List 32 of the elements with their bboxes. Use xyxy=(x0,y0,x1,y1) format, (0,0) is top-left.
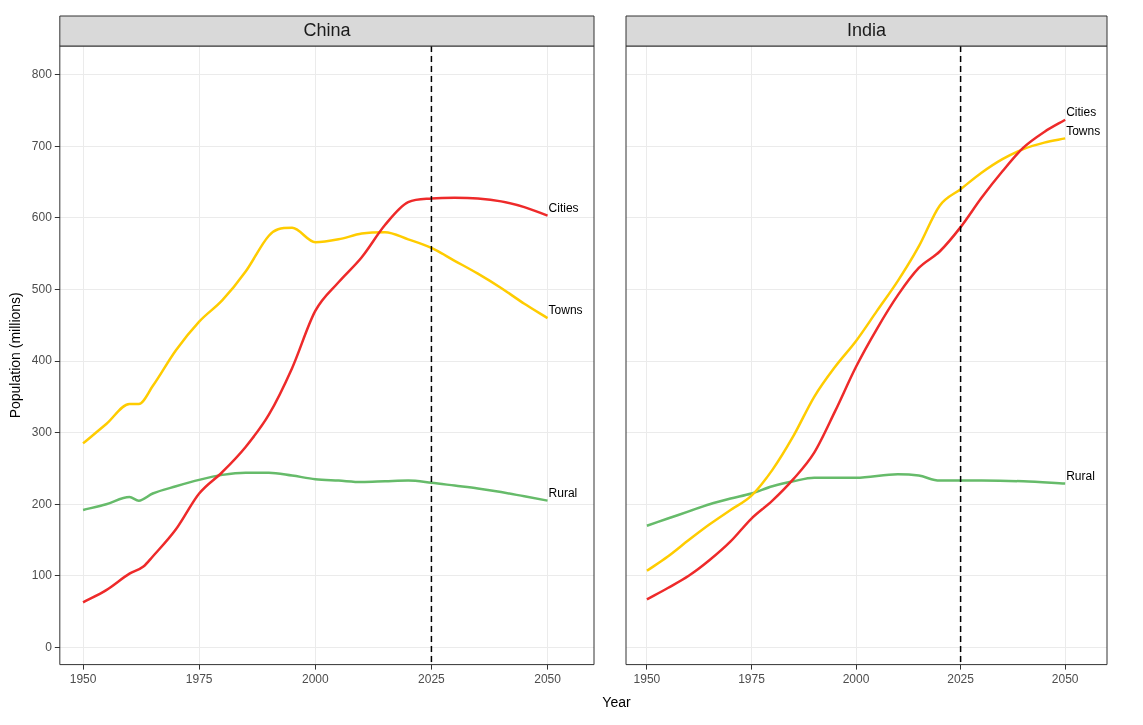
x-tick-label: 1975 xyxy=(738,672,766,687)
x-tick-label: 1950 xyxy=(633,672,661,687)
x-tick-label: 2000 xyxy=(842,672,870,687)
y-axis-title: Population (millions) xyxy=(7,292,24,419)
x-tick-label: 1950 xyxy=(69,672,97,687)
y-tick-label: 800 xyxy=(31,66,53,81)
y-tick-label: 700 xyxy=(31,138,53,153)
y-tick-label: 600 xyxy=(31,210,53,225)
x-tick-label: 2025 xyxy=(947,672,975,687)
x-axis-title: Year xyxy=(601,694,632,710)
series-label: Towns xyxy=(548,303,583,318)
y-tick-label: 400 xyxy=(31,353,53,368)
x-tick-label: 2050 xyxy=(534,672,562,687)
series-label: Towns xyxy=(1066,123,1101,138)
x-tick-label: 1975 xyxy=(185,672,213,687)
chart-title: India xyxy=(846,19,887,40)
y-tick-label: 300 xyxy=(31,424,53,439)
chart-title: China xyxy=(303,19,352,40)
y-tick-label: 500 xyxy=(31,281,53,296)
x-tick-label: 2050 xyxy=(1051,672,1079,687)
y-tick-label: 100 xyxy=(31,568,53,583)
line-series xyxy=(81,471,549,512)
line-series xyxy=(81,196,549,604)
series-label: Cities xyxy=(1066,105,1097,120)
x-tick-label: 2025 xyxy=(418,672,446,687)
series-label: Rural xyxy=(548,485,578,500)
series-label: Cities xyxy=(548,201,579,215)
series-label: Rural xyxy=(1066,468,1095,483)
y-tick-label: 200 xyxy=(31,496,53,511)
x-tick-label: 2000 xyxy=(301,672,329,687)
y-tick-label: 0 xyxy=(45,639,53,654)
line-series xyxy=(81,226,549,445)
